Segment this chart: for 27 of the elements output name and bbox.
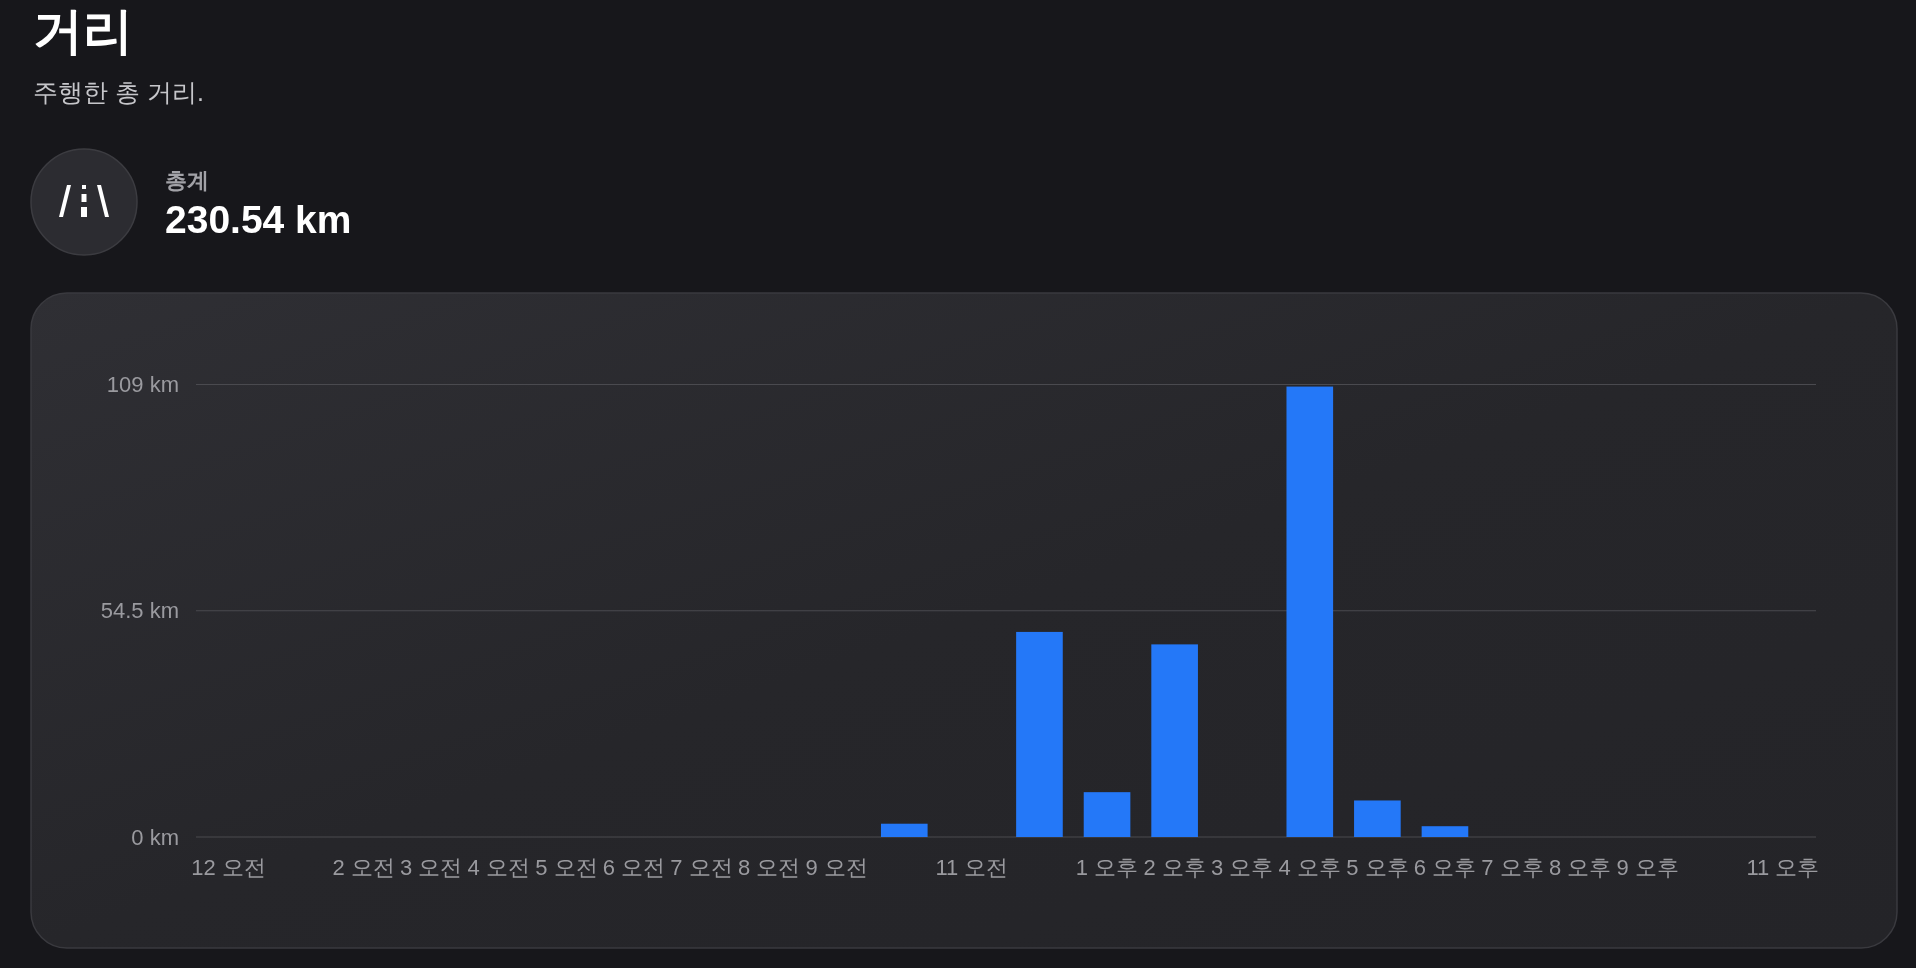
x-tick-label: 7 오후 [1481,854,1544,880]
x-tick-label: 8 오전 [737,854,801,880]
y-tick-label: 54.5 km [100,598,179,624]
x-tick-label: 11 오전 [935,854,1009,880]
x-tick-label: 2 오후 [1143,854,1206,880]
text: 230.54 km [165,198,352,241]
text: 총계 [165,168,209,193]
x-tick-label: 1 오후 [1075,854,1139,880]
x-tick-label: 8 오후 [1548,854,1612,880]
x-tick-label: 3 오후 [1211,854,1274,880]
x-tick-label: 6 오후 [1413,854,1477,880]
y-tick-label: 0 km [131,824,179,850]
x-tick-label: 12 오전 [191,854,266,880]
chart-subtitle: 주행한 총 거리. [33,78,204,106]
x-tick-label: 7 오전 [670,854,733,880]
x-tick-label: 5 오후 [1346,854,1409,880]
x-tick-label: 6 오전 [602,854,666,880]
y-tick-label: 109 km [106,372,179,397]
x-tick-label: 5 오전 [535,854,598,880]
x-tick-label: 9 오전 [805,854,868,880]
x-tick-label: 9 오후 [1616,854,1679,880]
x-tick-label: 4 오후 [1278,854,1341,880]
chart-title: 거리 [33,3,133,59]
x-tick-label: 4 오전 [467,854,530,880]
x-tick-label: 2 오전 [332,854,395,880]
x-tick-label: 3 오전 [400,854,463,880]
x-tick-label: 11 오후 [1746,854,1820,880]
